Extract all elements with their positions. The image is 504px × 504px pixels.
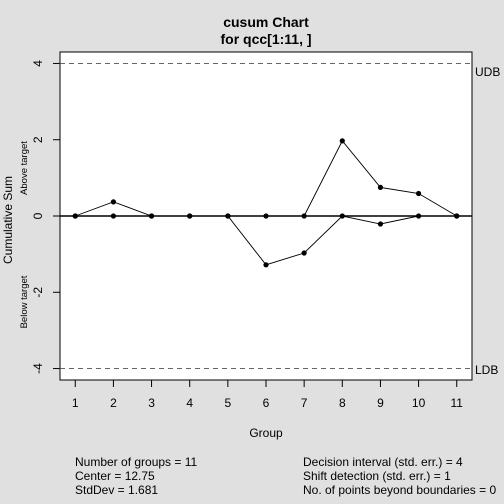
lower-cusum-point xyxy=(263,262,269,268)
stddev-text: StdDev = 1.681 xyxy=(75,483,159,497)
lower-cusum-point xyxy=(225,213,231,219)
upper-cusum-point xyxy=(301,213,307,219)
x-tick-label: 2 xyxy=(110,396,117,410)
x-axis-label: Group xyxy=(249,426,283,440)
chart-title-line2: for qcc[1:11, ] xyxy=(220,31,311,47)
x-tick-label: 7 xyxy=(301,396,308,410)
stats-left: Number of groups = 11 Center = 12.75 Std… xyxy=(75,455,197,497)
lower-cusum-point xyxy=(454,213,460,219)
y-tick-label: -4 xyxy=(31,363,45,374)
lower-cusum-point xyxy=(415,213,422,219)
x-tick-label: 1 xyxy=(72,396,79,410)
decision-interval-text: Decision interval (std. err.) = 4 xyxy=(303,455,463,469)
below-target-label: Below target xyxy=(19,275,30,328)
center-text: Center = 12.75 xyxy=(75,469,155,483)
upper-cusum-point xyxy=(263,213,269,219)
udb-label: UDB xyxy=(475,65,500,79)
y-tick-label: 2 xyxy=(31,136,45,143)
y-tick-label: -2 xyxy=(31,287,45,298)
lower-cusum-point xyxy=(110,213,117,219)
x-tick-label: 3 xyxy=(148,396,155,410)
upper-cusum-point xyxy=(377,184,384,190)
points-beyond-text: No. of points beyond boundaries = 0 xyxy=(303,483,497,497)
y-tick-label: 0 xyxy=(31,212,45,219)
y-tick-label: 4 xyxy=(31,60,45,67)
x-tick-label: 6 xyxy=(263,396,270,410)
y-axis-label: Cumulative Sum xyxy=(1,176,15,264)
stats-right: Decision interval (std. err.) = 4 Shift … xyxy=(303,455,496,497)
chart-title-line1: cusum Chart xyxy=(223,14,309,30)
upper-cusum-point xyxy=(415,190,422,197)
lower-cusum-point xyxy=(339,213,345,219)
shift-detection-text: Shift detection (std. err.) = 1 xyxy=(303,469,451,483)
lower-cusum-point xyxy=(187,213,193,219)
x-tick-label: 9 xyxy=(377,396,384,410)
lower-cusum-point xyxy=(72,213,78,219)
above-target-label: Above target xyxy=(19,141,30,195)
lower-cusum-point xyxy=(377,221,384,227)
ldb-label: LDB xyxy=(475,363,498,377)
number-of-groups-text: Number of groups = 11 xyxy=(75,455,198,469)
x-tick-label: 4 xyxy=(186,396,193,410)
x-tick-label: 8 xyxy=(339,396,346,410)
upper-cusum-point xyxy=(110,199,117,205)
x-tick-label: 5 xyxy=(225,396,232,410)
x-tick-label: 10 xyxy=(412,396,426,410)
upper-cusum-point xyxy=(339,138,345,144)
x-tick-label: 11 xyxy=(451,396,464,410)
lower-cusum-point xyxy=(301,250,307,256)
lower-cusum-point xyxy=(148,213,155,219)
